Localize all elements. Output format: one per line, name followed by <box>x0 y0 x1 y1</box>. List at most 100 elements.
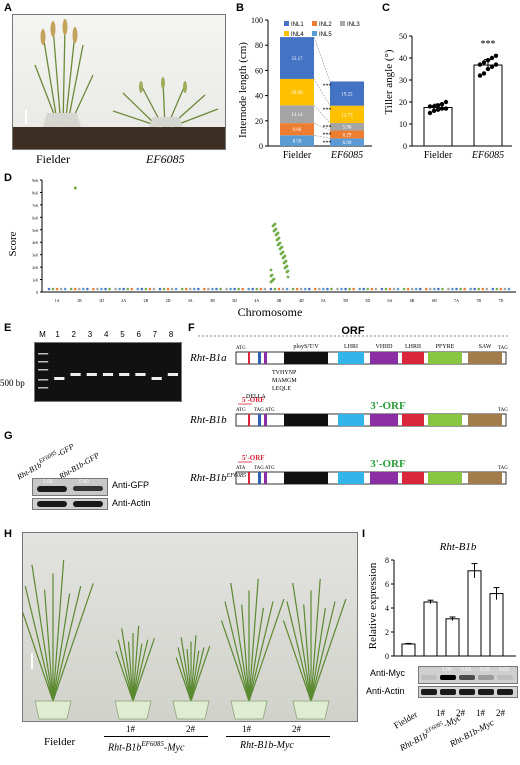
chart-c-point <box>443 99 449 105</box>
chart-b-sig: *** <box>323 83 332 89</box>
chart-d-point <box>225 287 228 291</box>
chart-d-point <box>259 287 263 291</box>
plant-pot <box>292 700 330 720</box>
chart-c-ytick-label: 50 <box>399 32 407 41</box>
chart-d-point <box>380 287 384 291</box>
chart-d-chromosome-score: Score Chromosome 0 1e6 2e6 3e6 4e6 5e6 6e6 7e6 8… <box>7 178 516 319</box>
chart-d-point <box>180 287 184 291</box>
tvhynp-motif-mark <box>258 472 261 484</box>
domain-label: VHIID <box>376 344 394 350</box>
plant-stem <box>248 601 274 702</box>
orf3-label: 3'-ORF <box>370 458 406 470</box>
chart-d-point <box>499 287 503 291</box>
chart-d-point <box>336 287 339 291</box>
della-motif-mark <box>248 414 250 426</box>
chart-i-bar <box>489 593 504 657</box>
chart-b-xtick-label: EF6085 <box>330 150 363 161</box>
gene-start-codon: ATG <box>236 408 246 413</box>
chart-d-point <box>188 287 192 291</box>
chart-d-point <box>229 287 232 291</box>
chart-d-ytick-label: 3e6 <box>32 253 38 258</box>
domain-label: LHRI <box>344 344 358 350</box>
della-motif-mark <box>248 352 250 364</box>
chart-d-point <box>130 287 134 291</box>
plant-stem <box>132 639 149 702</box>
orf3-label: 3'-ORF <box>370 400 406 412</box>
tvhynp-motif-mark <box>258 352 261 364</box>
chart-d-peak-point <box>286 269 290 273</box>
chart-i-ytick-label: 6 <box>385 580 389 589</box>
chart-d-peak-point <box>269 268 273 272</box>
chart-b-segment-label: 19.22 <box>341 93 353 98</box>
panel-label-a: A <box>4 2 12 14</box>
chart-d-xtick-label: 4A <box>254 298 259 303</box>
blot-g-gfp-band: 1.00 0.40 <box>32 478 108 496</box>
plant-stem <box>248 607 264 702</box>
chart-d-point <box>340 287 343 291</box>
chart-d-point <box>322 287 325 291</box>
chart-c-point <box>427 104 433 109</box>
chart-d-point <box>370 287 374 291</box>
chart-d-point <box>219 287 222 291</box>
gene-domain-ploystv <box>284 352 328 364</box>
plant-pot <box>230 700 268 720</box>
chart-d-point <box>362 287 366 291</box>
chart-b-bar-segment <box>280 37 314 79</box>
gel-lane-label: 4 <box>104 330 109 339</box>
gel-band <box>86 373 97 376</box>
chart-d-point <box>92 287 95 291</box>
panel-label-d: D <box>4 172 12 184</box>
chart-d-point <box>330 287 333 291</box>
orf5-label: 5'-ORF <box>242 396 265 404</box>
plant-stem <box>24 586 54 702</box>
chart-c-point <box>439 102 445 107</box>
plant-stem <box>43 589 54 702</box>
chart-c-sig: *** <box>481 39 496 50</box>
chart-d-point <box>388 287 392 291</box>
chart-d-point <box>459 287 462 291</box>
plant-illustration-a <box>13 19 225 149</box>
chart-i-bar <box>423 601 438 657</box>
chart-d-point <box>69 287 73 291</box>
chart-b-connector <box>313 78 331 106</box>
gene-end-codon: TAG <box>498 466 508 471</box>
panel-h-group1-label: Rht-B1bEF6085-Myc <box>108 740 185 754</box>
chart-d-ytick-label: 5e6 <box>32 228 38 233</box>
chart-d-point <box>396 287 400 291</box>
blot-i-anti-myc: Anti-Myc <box>370 668 406 678</box>
blot-i-actin-lane <box>497 689 513 695</box>
chart-d-point <box>318 287 321 291</box>
chart-b-bar-segment <box>280 123 314 136</box>
chart-d-point <box>295 287 299 291</box>
chart-d-ytick-label: 2e6 <box>32 265 38 270</box>
chart-d-point <box>215 287 218 291</box>
orf5-label: 5'-ORF <box>242 454 265 462</box>
gel-ladder-band <box>38 353 49 355</box>
plant-pot <box>34 700 72 720</box>
domain-label: PFYRE <box>436 344 455 350</box>
leqle-motif-mark <box>264 414 267 426</box>
chart-d-point <box>352 287 355 291</box>
plant-stem <box>286 601 312 702</box>
chart-d-point <box>148 287 152 291</box>
chart-d-point <box>247 287 251 291</box>
chart-d-point <box>207 287 210 291</box>
leqle-motif-mark <box>264 472 267 484</box>
gel-band <box>119 373 130 376</box>
chart-d-peak-point <box>276 231 280 235</box>
chart-b-sig: *** <box>323 108 332 114</box>
chart-d-point <box>197 287 200 291</box>
chart-d-point <box>184 287 188 291</box>
plant-stem <box>248 598 285 702</box>
chart-c-point <box>477 62 483 67</box>
gene-domain-lhri <box>338 472 364 484</box>
chart-b-legend-label: INL3 <box>347 22 360 28</box>
chart-b-bar-segment <box>330 130 364 139</box>
gel-lane-label: 5 <box>120 330 125 339</box>
chart-d-point <box>303 287 307 291</box>
chart-d-xtick-label: 7B <box>476 298 481 303</box>
chart-b-bar-segment <box>280 105 314 124</box>
plant-stem <box>310 601 336 702</box>
plant-stem <box>292 582 312 702</box>
chart-c-point <box>435 103 441 108</box>
